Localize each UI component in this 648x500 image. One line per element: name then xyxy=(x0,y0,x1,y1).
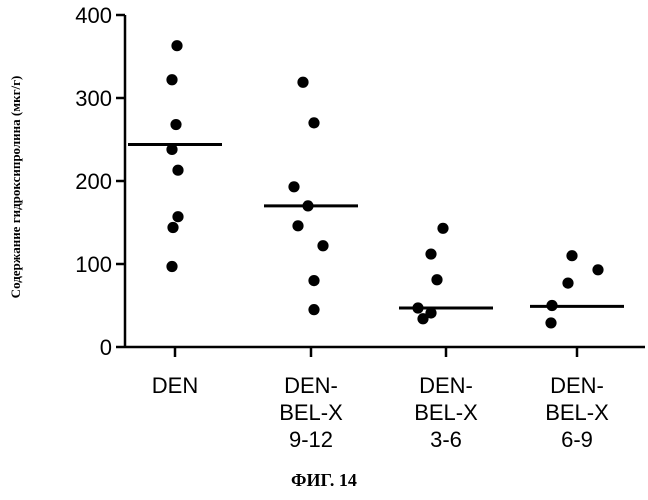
data-point xyxy=(288,181,300,193)
data-point xyxy=(412,302,424,314)
data-point xyxy=(425,248,437,260)
data-point xyxy=(167,221,179,234)
data-point xyxy=(437,222,449,234)
data-point xyxy=(171,40,183,52)
median-lines xyxy=(128,142,624,310)
figure-caption: ФИГ. 14 xyxy=(291,470,357,490)
data-point xyxy=(302,200,314,212)
data-point xyxy=(292,220,304,232)
data-point xyxy=(425,307,437,319)
data-point xyxy=(172,211,184,223)
axis-labels: 0 100 200 300 400 DEN DEN-BEL-X 9-12 DEN-BEL-X 3-… xyxy=(8,3,609,452)
y-tick-label: 0 xyxy=(100,335,112,360)
data-point xyxy=(417,313,429,325)
dot-plot-chart: 0 100 200 300 400 DEN DEN-BEL-X 9-12 DEN-BEL-X 3-… xyxy=(8,3,645,452)
x-category-label: DEN-BEL-X 6-9 xyxy=(545,373,609,452)
y-tick-label: 100 xyxy=(75,252,112,277)
x-category-label: DEN-BEL-X 9-12 xyxy=(279,373,343,452)
y-tick-label: 200 xyxy=(75,169,112,194)
x-category-label: DEN-BEL-X 3-6 xyxy=(414,373,478,452)
data-point xyxy=(308,304,320,316)
data-point xyxy=(297,76,309,88)
data-point xyxy=(172,164,184,176)
data-point xyxy=(166,74,178,86)
data-points xyxy=(166,40,604,329)
y-tick-label: 300 xyxy=(75,86,112,111)
data-point xyxy=(170,118,182,131)
data-point xyxy=(308,275,320,287)
data-point xyxy=(308,117,320,129)
data-point xyxy=(166,260,178,273)
data-point xyxy=(562,277,574,289)
data-point xyxy=(545,317,557,329)
data-point xyxy=(592,264,604,276)
axes xyxy=(116,13,645,357)
data-point xyxy=(317,240,329,252)
x-category-label: DEN xyxy=(152,373,198,398)
data-point xyxy=(431,274,443,286)
y-axis-label: Содержание гидроксипролина (мкг/г) xyxy=(8,76,23,299)
data-point xyxy=(566,250,578,262)
data-point xyxy=(546,299,558,312)
data-point xyxy=(166,143,178,156)
y-tick-label: 400 xyxy=(75,3,112,28)
